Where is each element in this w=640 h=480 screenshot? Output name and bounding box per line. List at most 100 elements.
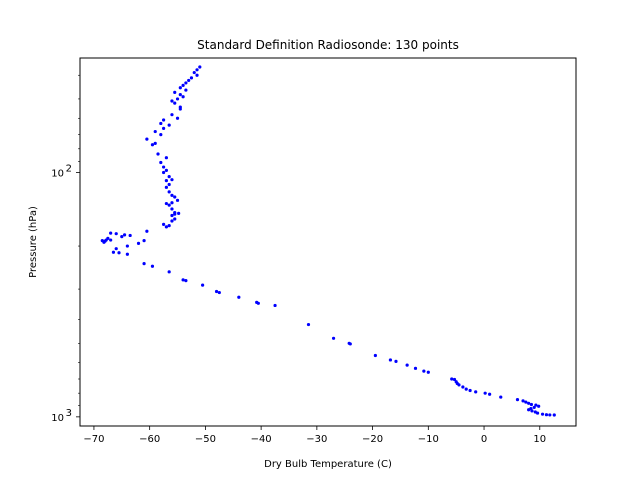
chart-title: Standard Definition Radiosonde: 130 poin…: [197, 38, 459, 52]
x-axis-label: Dry Bulb Temperature (C): [264, 459, 392, 470]
data-point: [184, 279, 188, 283]
data-point: [273, 303, 277, 308]
data-point: [178, 105, 182, 109]
data-point: [170, 193, 174, 197]
data-point: [100, 239, 104, 243]
data-point: [142, 262, 146, 266]
data-point: [164, 168, 168, 172]
data-point: [181, 95, 185, 99]
x-tick-label: −40: [251, 434, 272, 445]
data-point: [173, 217, 177, 221]
data-point: [552, 413, 556, 417]
data-point: [175, 198, 180, 202]
data-point: [159, 160, 163, 165]
data-point: [464, 387, 468, 391]
data-point: [529, 402, 534, 407]
x-axis: −70 −60 −50 −40 −30 −20 −10 0 10: [83, 426, 546, 445]
data-point: [454, 380, 458, 384]
data-point: [306, 322, 311, 327]
data-point: [422, 369, 426, 373]
x-tick-label: −60: [139, 434, 160, 445]
data-point: [394, 359, 398, 363]
data-point: [177, 211, 181, 215]
data-point: [173, 195, 177, 199]
data-point: [175, 116, 180, 120]
data-point: [167, 123, 171, 127]
x-tick-label: −50: [195, 434, 216, 445]
data-point: [198, 65, 202, 69]
data-point: [170, 99, 174, 103]
data-point: [167, 190, 171, 194]
data-point: [189, 76, 194, 80]
data-point: [153, 141, 157, 145]
data-point: [136, 241, 141, 245]
data-point: [164, 185, 168, 189]
x-tick-label: −30: [306, 434, 327, 445]
x-tick-label: −10: [418, 434, 439, 445]
data-point: [544, 413, 549, 417]
data-point: [145, 229, 149, 233]
data-point: [159, 133, 163, 137]
data-point: [214, 289, 219, 294]
data-point: [120, 235, 124, 239]
x-tick-label: −70: [83, 434, 104, 445]
data-point: [255, 300, 259, 304]
data-point: [184, 81, 188, 85]
data-point: [527, 401, 531, 405]
data-point: [483, 391, 487, 395]
data-point: [156, 152, 160, 156]
data-points: [100, 65, 556, 417]
data-point: [150, 143, 155, 147]
data-point: [164, 225, 168, 229]
data-point: [164, 179, 168, 183]
data-point: [145, 137, 149, 141]
data-point: [488, 392, 492, 396]
data-point: [178, 93, 182, 97]
data-point: [217, 290, 221, 295]
data-point: [170, 201, 174, 205]
data-point: [373, 353, 377, 358]
data-point: [413, 366, 418, 370]
x-tick-label: −20: [362, 434, 383, 445]
data-point: [537, 404, 541, 408]
data-point: [128, 233, 132, 238]
data-point: [388, 358, 393, 362]
data-point: [142, 239, 146, 243]
data-point: [237, 295, 241, 299]
data-point: [162, 222, 166, 226]
data-point: [114, 232, 118, 236]
data-point: [109, 231, 113, 235]
data-point: [170, 207, 174, 211]
data-point: [461, 385, 465, 389]
data-point: [450, 377, 454, 381]
x-tick-label: 0: [481, 434, 487, 445]
data-point: [109, 238, 113, 242]
data-point: [548, 413, 552, 417]
data-point: [426, 370, 430, 374]
data-point: [173, 211, 177, 215]
data-point: [164, 201, 168, 206]
data-point: [181, 83, 185, 87]
data-point: [117, 251, 121, 255]
data-point: [170, 219, 174, 223]
data-point: [347, 341, 351, 345]
data-point: [170, 178, 174, 182]
data-point: [162, 165, 166, 169]
data-point: [192, 70, 196, 75]
plot-area-frame: [79, 57, 577, 427]
data-point: [331, 336, 336, 340]
data-point: [529, 406, 533, 411]
data-point: [167, 203, 171, 207]
data-point: [170, 113, 174, 117]
y-tick-label: 10: [51, 413, 64, 424]
y-axis-label: Pressure (hPa): [28, 206, 39, 278]
data-point: [178, 86, 182, 90]
data-point: [524, 400, 528, 404]
data-point: [474, 390, 478, 394]
data-point: [162, 170, 166, 175]
data-point: [201, 283, 205, 287]
data-point: [150, 264, 155, 268]
